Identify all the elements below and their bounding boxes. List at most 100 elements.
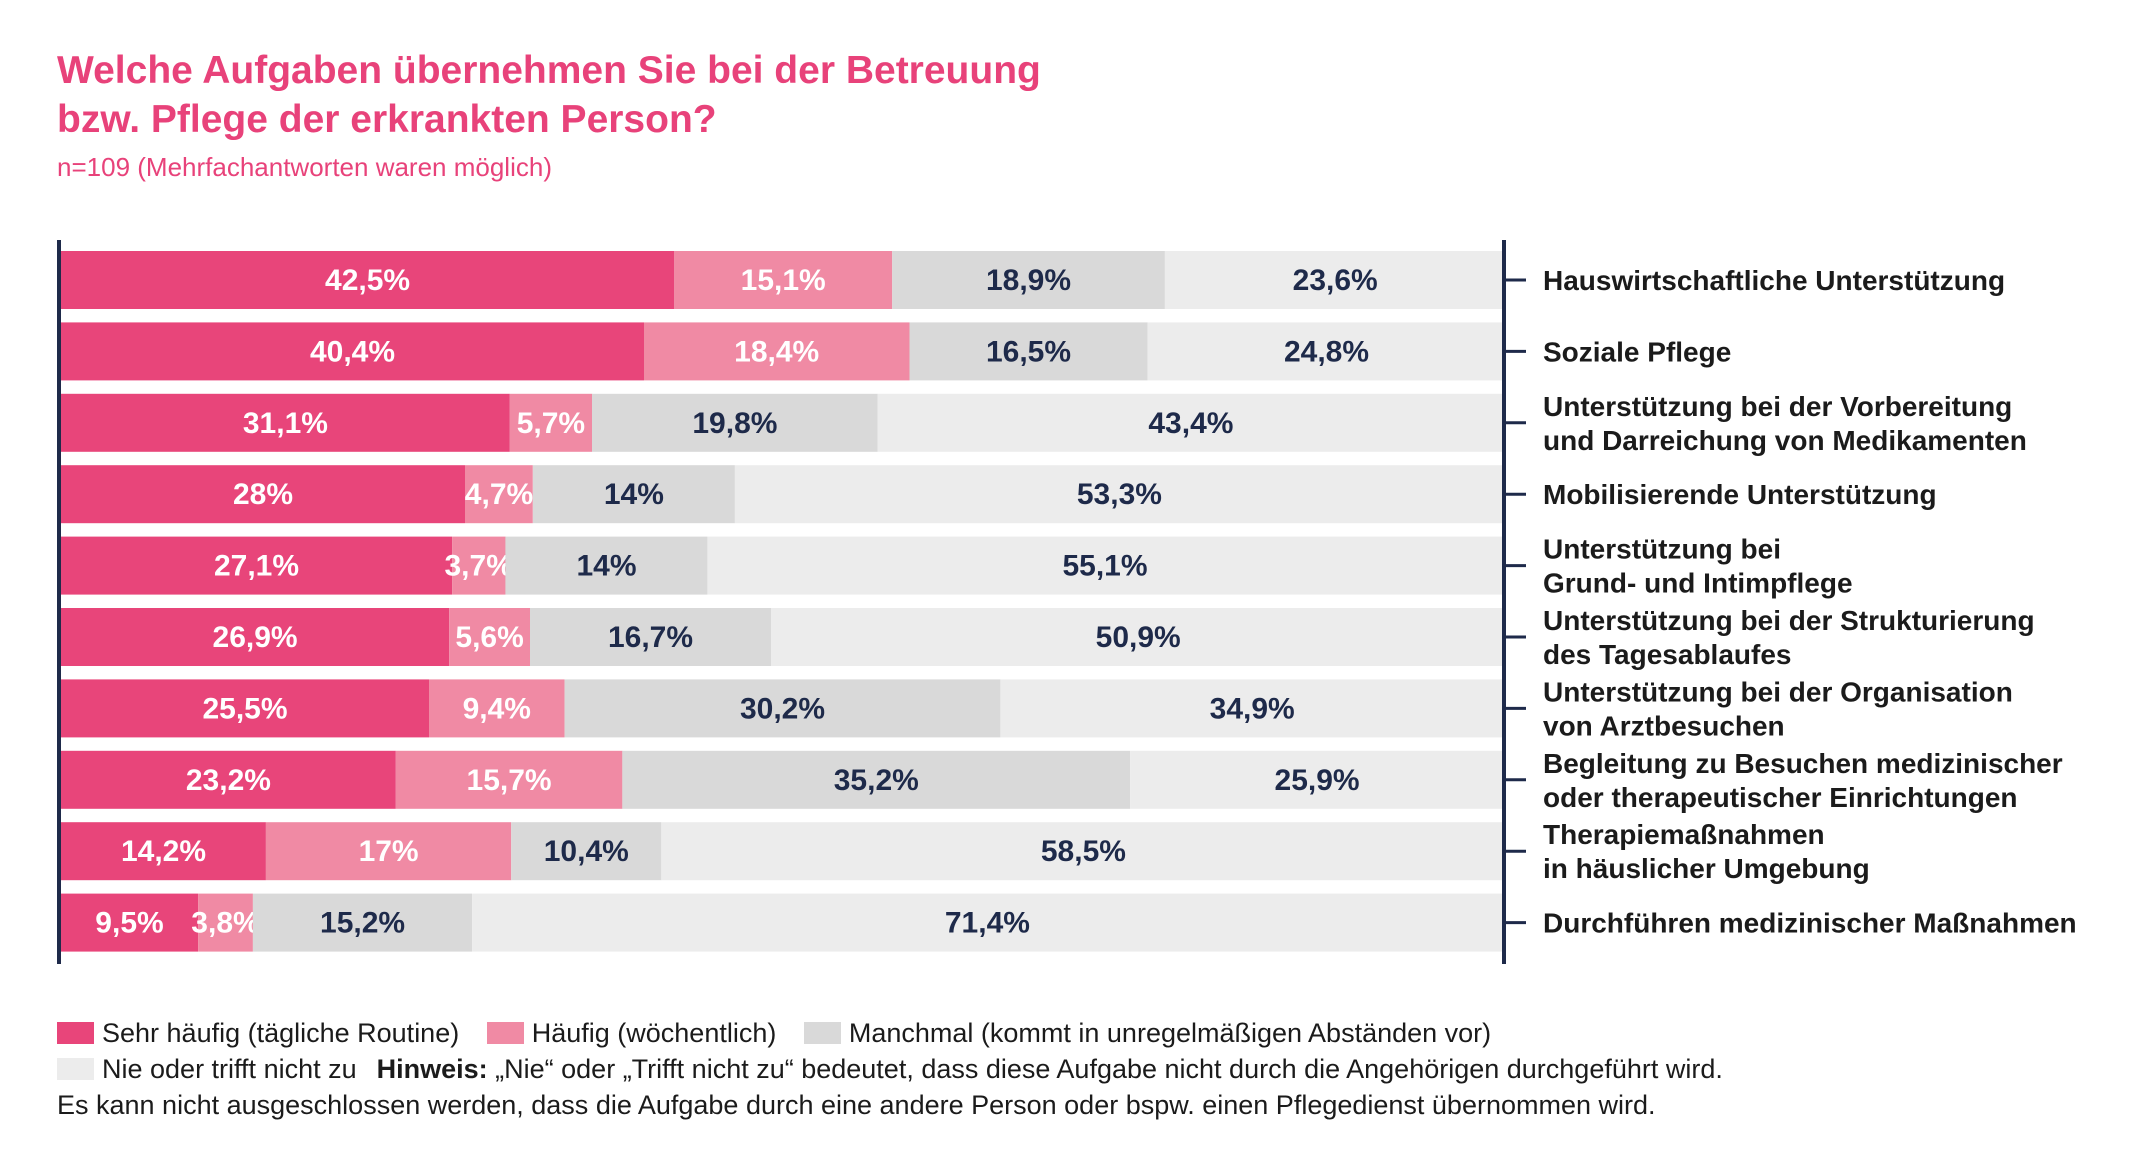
chart-title: Welche Aufgaben übernehmen Sie bei der B…	[57, 46, 1041, 144]
bar-segment-1-2	[674, 251, 893, 309]
data-label-9-3: 10,4%	[544, 835, 629, 868]
legend-item-sehr-haeufig: Sehr häufig (tägliche Routine)	[57, 1015, 459, 1051]
data-label-8-1: 23,2%	[186, 764, 271, 797]
data-label-8-3: 35,2%	[834, 764, 919, 797]
bar-segment-9-3	[511, 822, 662, 881]
category-label-5-line-1: Unterstützung bei	[1543, 534, 1781, 565]
data-label-2-2: 18,4%	[734, 335, 819, 368]
data-label-2-4: 24,8%	[1284, 335, 1369, 368]
data-label-5-1: 27,1%	[214, 550, 299, 583]
data-label-3-3: 19,8%	[692, 407, 777, 440]
data-label-1-1: 42,5%	[325, 264, 410, 297]
bar-segment-6-4	[771, 608, 1506, 666]
category-label-1: Hauswirtschaftliche Unterstützung	[1543, 265, 2005, 296]
category-label-5-line-2: Grund- und Intimpflege	[1543, 568, 1853, 599]
category-label-6-line-1: Unterstützung bei der Strukturierung	[1543, 605, 2035, 636]
legend-swatch-nie	[57, 1058, 94, 1080]
bar-segment-7-2	[429, 679, 565, 738]
legend-row-3: Es kann nicht ausgeschlossen werden, das…	[57, 1090, 1656, 1120]
bar-segment-10-1	[61, 893, 199, 952]
legend-item-nie: Nie oder trifft nicht zu	[57, 1051, 357, 1087]
data-label-6-2: 5,6%	[455, 621, 523, 654]
legend-row-1: Sehr häufig (tägliche Routine) Häufig (w…	[57, 1015, 1723, 1051]
legend-row-2: Nie oder trifft nicht zu Hinweis: „Nie“ o…	[57, 1051, 1723, 1087]
data-label-9-4: 58,5%	[1041, 835, 1126, 868]
data-label-3-1: 31,1%	[243, 407, 328, 440]
legend-item-haeufig: Häufig (wöchentlich)	[486, 1015, 776, 1051]
data-label-6-4: 50,9%	[1096, 621, 1181, 654]
bar-segment-10-3	[252, 893, 473, 952]
bar-segment-9-4	[661, 822, 1506, 881]
category-label-9-line-1: Therapiemaßnahmen	[1543, 819, 1825, 850]
category-label-3-line-1: Unterstützung bei der Vorbereitung	[1543, 391, 2012, 422]
bar-segment-9-2	[265, 822, 512, 881]
stacked-bar-chart: 42,5% 15,1% 18,9% 23,6% Hauswirtschaftliche …	[57, 240, 2077, 964]
bar-segment-4-2	[465, 465, 533, 524]
legend-item-manchmal: Manchmal (kommt in unregelmäßigen Abstän…	[803, 1015, 1492, 1051]
data-label-5-4: 55,1%	[1062, 550, 1147, 583]
data-label-6-3: 16,7%	[608, 621, 693, 654]
data-label-3-2: 5,7%	[517, 407, 585, 440]
category-label-8-line-1: Begleitung zu Besuchen medizinischer	[1543, 748, 2063, 779]
bar-segment-9-1	[61, 822, 266, 881]
bar-segment-4-1	[61, 465, 465, 524]
category-label-7-line-1: Unterstützung bei der Organisation	[1543, 676, 2013, 707]
bar-segment-5-2	[452, 536, 506, 595]
title-line-2: bzw. Pflege der erkrankten Person?	[57, 98, 717, 141]
bar-segment-7-3	[564, 679, 1001, 738]
category-label-3-line-2: und Darreichung von Medikamenten	[1543, 425, 2027, 456]
legend: Sehr häufig (tägliche Routine) Häufig (w…	[57, 1015, 1723, 1123]
legend-label-sehr-haeufig: Sehr häufig (tägliche Routine)	[102, 1018, 460, 1048]
bar-segment-1-3	[892, 251, 1165, 309]
bar-segment-8-3	[622, 750, 1131, 809]
bar-segment-7-4	[1000, 679, 1504, 738]
legend-swatch-sehr-haeufig	[57, 1022, 94, 1044]
legend-label-nie: Nie oder trifft nicht zu	[102, 1054, 357, 1084]
data-label-10-4: 71,4%	[945, 907, 1030, 940]
data-label-2-3: 16,5%	[986, 335, 1071, 368]
bar-segment-6-1	[61, 608, 450, 666]
bar-segment-6-3	[530, 608, 771, 666]
category-label-7-line-2: von Arztbesuchen	[1543, 710, 1785, 741]
data-label-8-4: 25,9%	[1275, 764, 1360, 797]
data-label-5-3: 14%	[576, 550, 636, 583]
data-label-1-3: 18,9%	[986, 264, 1071, 297]
bar-segment-7-1	[61, 679, 429, 738]
legend-label-manchmal: Manchmal (kommt in unregelmäßigen Abstän…	[848, 1018, 1492, 1048]
data-label-9-1: 14,2%	[121, 835, 206, 868]
bar-segment-1-1	[61, 251, 675, 309]
data-label-2-1: 40,4%	[310, 335, 395, 368]
category-label-9-line-2: in häuslicher Umgebung	[1543, 853, 1870, 884]
bar-segment-5-1	[61, 536, 453, 595]
bar-segment-8-4	[1130, 750, 1504, 809]
category-label-8-line-2: oder therapeutischer Einrichtungen	[1543, 782, 2018, 813]
chart-subtitle: n=109 (Mehrfachantworten waren möglich)	[57, 152, 552, 182]
data-label-4-2: 4,7%	[465, 478, 533, 511]
bar-segment-2-2	[644, 322, 910, 381]
data-label-3-4: 43,4%	[1148, 407, 1233, 440]
bar-segment-3-3	[592, 393, 878, 452]
title-line-1: Welche Aufgaben übernehmen Sie bei der B…	[57, 49, 1041, 92]
bar-segment-8-2	[395, 750, 623, 809]
note-text: „Nie“ oder „Trifft nicht zu“ bedeutet, d…	[487, 1054, 1723, 1084]
bar-segment-10-4	[472, 893, 1503, 952]
data-label-7-3: 30,2%	[740, 692, 825, 725]
data-label-1-2: 15,1%	[741, 264, 826, 297]
bar-segment-2-1	[61, 322, 644, 381]
data-label-7-1: 25,5%	[202, 692, 287, 725]
data-label-10-1: 9,5%	[95, 907, 163, 940]
data-label-4-1: 28%	[233, 478, 293, 511]
bar-segment-3-2	[509, 393, 593, 452]
bar-segment-1-4	[1164, 251, 1506, 309]
data-label-7-2: 9,4%	[463, 692, 531, 725]
category-label-2: Soziale Pflege	[1543, 336, 1731, 367]
bar-segment-4-4	[734, 465, 1504, 524]
category-label-4: Mobilisierende Unterstützung	[1543, 479, 1937, 510]
bar-segment-3-4	[877, 393, 1504, 452]
category-label-10: Durchführen medizinischer Maßnahmen	[1543, 908, 2077, 939]
data-label-4-3: 14%	[604, 478, 664, 511]
category-label-6-line-2: des Tagesablaufes	[1543, 639, 1791, 670]
legend-swatch-haeufig	[486, 1022, 524, 1044]
data-label-6-1: 26,9%	[213, 621, 298, 654]
data-label-5-2: 3,7%	[445, 550, 513, 583]
